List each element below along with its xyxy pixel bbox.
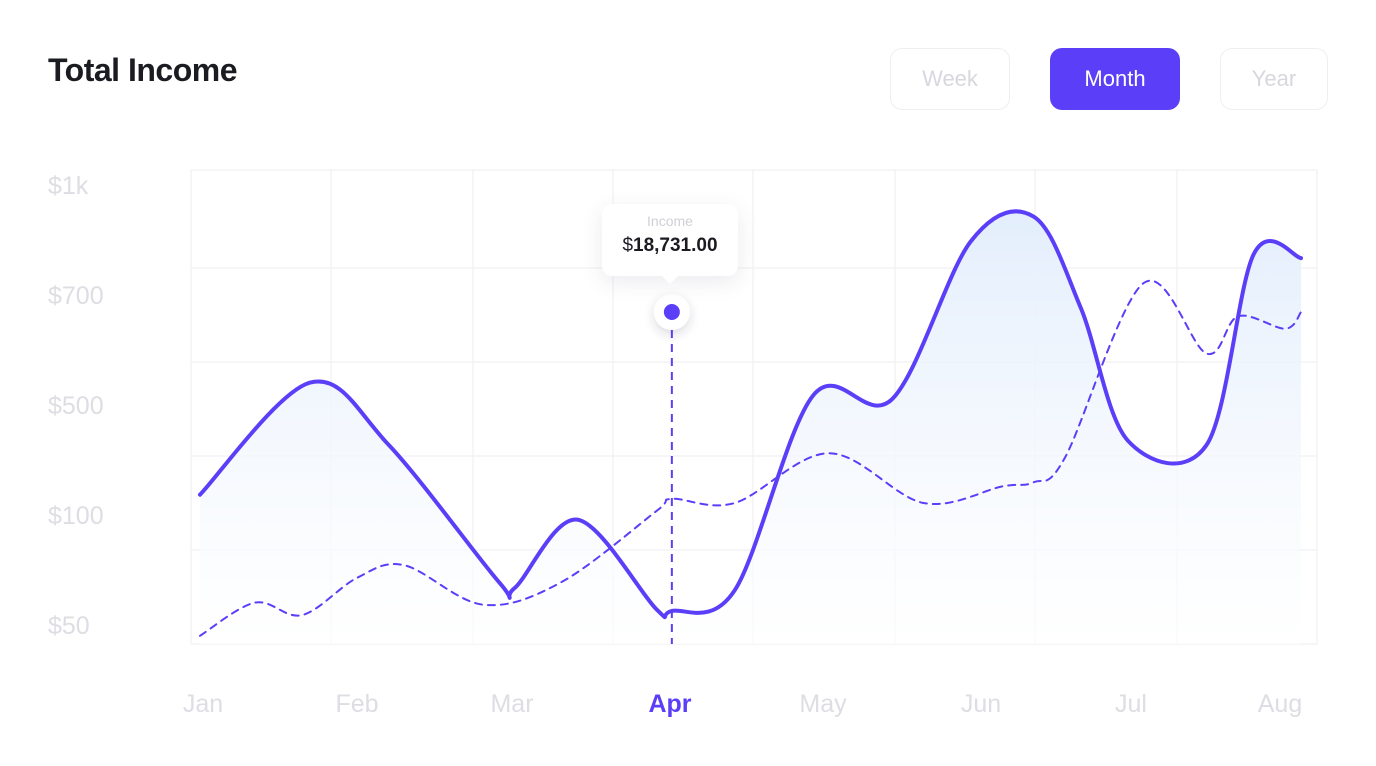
income-tooltip: Income $18,731.00 bbox=[602, 204, 738, 284]
x-tick-label-mar[interactable]: Mar bbox=[490, 690, 534, 718]
y-tick-label: $1k bbox=[48, 172, 89, 200]
tooltip-amount: 18,731.00 bbox=[633, 235, 718, 256]
series-line-solid bbox=[198, 209, 1303, 620]
week-toggle-button[interactable]: Week bbox=[890, 48, 1010, 110]
x-tick-label-may[interactable]: May bbox=[799, 690, 847, 718]
income-area-fill bbox=[200, 211, 1301, 644]
tooltip-currency: $ bbox=[622, 235, 634, 256]
y-tick-label: $700 bbox=[48, 282, 104, 310]
x-tick-label-apr[interactable]: Apr bbox=[648, 690, 692, 718]
page-title: Total Income bbox=[48, 52, 237, 88]
highlight-dot bbox=[663, 304, 680, 320]
tooltip-value: $18,731.00 bbox=[602, 235, 738, 257]
x-tick-label-jul[interactable]: Jul bbox=[1115, 690, 1147, 718]
y-tick-label: $500 bbox=[48, 392, 104, 420]
month-toggle-button[interactable]: Month bbox=[1050, 48, 1180, 110]
x-tick-label-aug[interactable]: Aug bbox=[1257, 690, 1303, 718]
series-line-dashed bbox=[199, 279, 1302, 637]
x-tick-label-jan[interactable]: Jan bbox=[182, 690, 224, 718]
year-toggle-button[interactable]: Year bbox=[1220, 48, 1328, 110]
x-tick-label-jun[interactable]: Jun bbox=[960, 690, 1002, 718]
y-tick-label: $100 bbox=[48, 502, 104, 530]
x-tick-label-feb[interactable]: Feb bbox=[335, 690, 379, 718]
tooltip-label: Income bbox=[647, 213, 693, 229]
y-tick-label: $50 bbox=[48, 612, 90, 640]
